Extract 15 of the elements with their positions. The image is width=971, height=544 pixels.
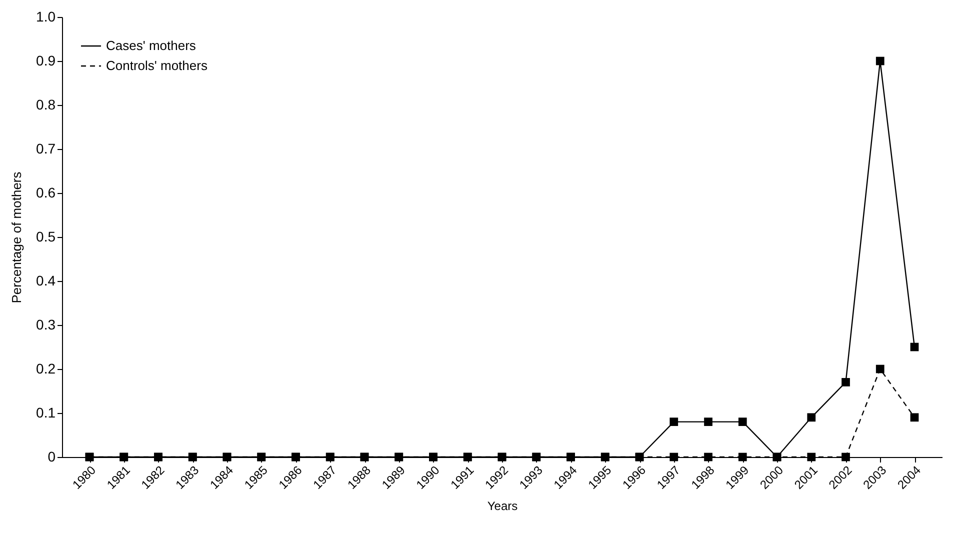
y-tick-label: 0.9 [36, 52, 56, 68]
y-tick-label: 0.6 [36, 184, 56, 200]
y-tick-label: 0.1 [36, 404, 56, 420]
y-tick-label: 0.8 [36, 96, 56, 112]
y-tick-label: 1.0 [36, 8, 56, 24]
y-tick-label: 0.7 [36, 140, 56, 156]
y-tick-label: 0.3 [36, 316, 56, 332]
y-tick-label: 0.5 [36, 228, 56, 244]
y-axis-title: Percentage of mothers [9, 171, 24, 304]
legend-label: Controls' mothers [106, 58, 208, 73]
y-tick-label: 0.4 [36, 272, 56, 288]
y-tick-label: 0.2 [36, 360, 56, 376]
y-tick-label: 0 [48, 448, 56, 464]
x-axis-title: Years [487, 499, 518, 514]
legend-label: Cases' mothers [106, 38, 196, 53]
